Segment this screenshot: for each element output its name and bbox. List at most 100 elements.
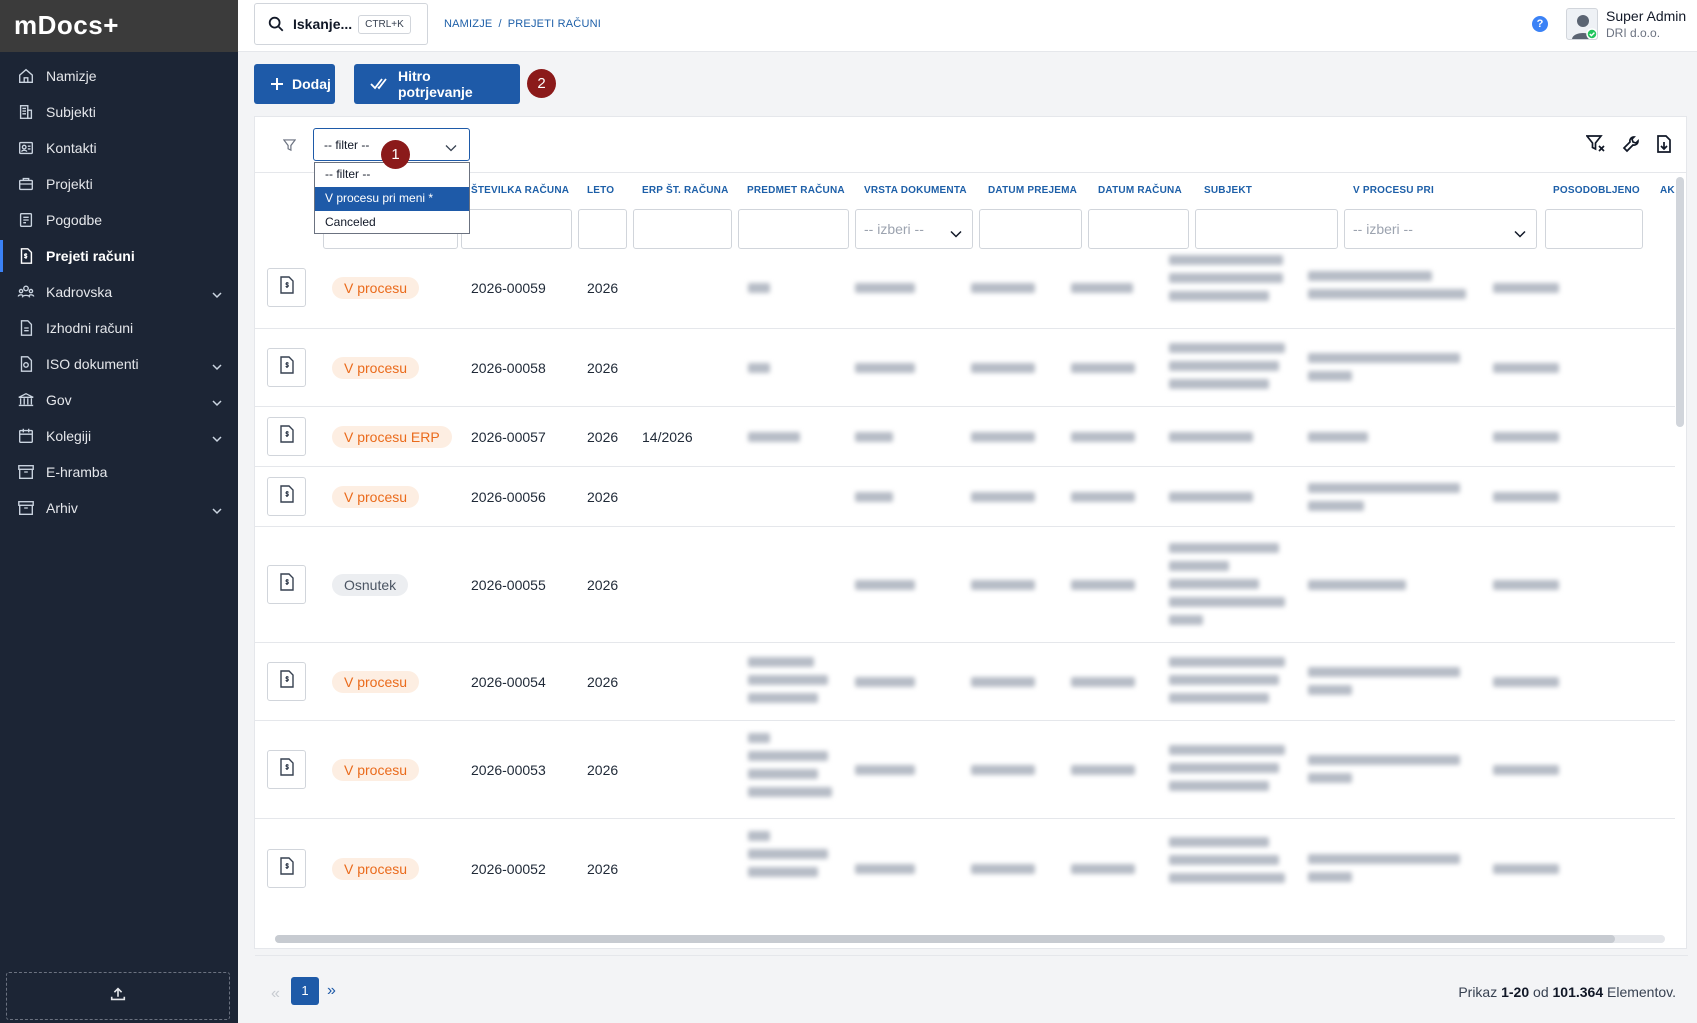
- sidebar-item-prejeti-racuni[interactable]: Prejeti računi: [0, 238, 238, 274]
- clear-filter-icon[interactable]: [1585, 135, 1606, 158]
- search-label: Iskanje...: [293, 16, 353, 32]
- table-row[interactable]: Osnutek 2026-00055 2026: [255, 527, 1675, 643]
- sidebar-item-kadrovska[interactable]: Kadrovska: [0, 274, 238, 310]
- archive-icon: [16, 462, 36, 482]
- column-header-updated[interactable]: POSODOBLJENO: [1553, 185, 1640, 196]
- column-header-partner[interactable]: SUBJEKT: [1204, 185, 1253, 196]
- invoice-document-icon: [279, 485, 295, 508]
- open-invoice-button[interactable]: [267, 565, 306, 604]
- erp-filter-input[interactable]: [633, 209, 732, 249]
- page-button-current[interactable]: 1: [291, 977, 319, 1005]
- redacted-text: [748, 733, 770, 743]
- sidebar-item-subjekti[interactable]: Subjekti: [0, 94, 238, 130]
- received-date-filter-input[interactable]: [979, 209, 1082, 249]
- column-header-subject[interactable]: PREDMET RAČUNA: [747, 185, 845, 196]
- upload-dropzone[interactable]: [6, 972, 230, 1020]
- previous-page-icon[interactable]: «: [271, 985, 280, 1002]
- filter-option-none[interactable]: -- filter --: [325, 167, 371, 181]
- breadcrumb-prejeti-racuni[interactable]: PREJETI RAČUNI: [507, 18, 601, 30]
- sidebar-item-pogodbe[interactable]: Pogodbe: [0, 202, 238, 238]
- erp-number: 14/2026: [642, 429, 693, 445]
- column-header-received-date[interactable]: DATUM PREJEMA: [988, 185, 1078, 196]
- open-invoice-button[interactable]: [267, 849, 306, 888]
- vertical-scrollbar[interactable]: [1676, 177, 1684, 427]
- table-row[interactable]: V procesu 2026-00052 2026: [255, 819, 1675, 927]
- sidebar-item-izhodni-racuni[interactable]: Izhodni računi: [0, 310, 238, 346]
- sidebar-item-namizje[interactable]: Namizje: [0, 58, 238, 94]
- sidebar-item-label: Kadrovska: [46, 284, 113, 300]
- column-header-invoice-date[interactable]: DATUM RAČUNA: [1098, 185, 1182, 196]
- sidebar-item-gov[interactable]: Gov: [0, 382, 238, 418]
- partner-filter-input[interactable]: [1195, 209, 1338, 249]
- status-badge: V procesu: [332, 759, 420, 781]
- export-document-icon[interactable]: [1656, 135, 1672, 158]
- breadcrumb-namizje[interactable]: NAMIZJE: [444, 18, 493, 30]
- quick-approve-label: Hitro potrjevanje: [398, 68, 473, 100]
- add-button[interactable]: Dodaj: [254, 64, 335, 104]
- column-header-number[interactable]: ŠTEVILKA RAČUNA: [471, 185, 570, 196]
- redacted-text: [1169, 855, 1279, 865]
- redacted-text: [855, 677, 915, 687]
- wrench-icon[interactable]: [1622, 135, 1640, 158]
- horizontal-scrollbar-thumb[interactable]: [275, 935, 1615, 943]
- sidebar-item-iso-dokumenti[interactable]: ISO dokumenti: [0, 346, 238, 382]
- table-row[interactable]: V procesu 2026-00056 2026: [255, 467, 1675, 527]
- number-filter-input[interactable]: [461, 209, 572, 249]
- column-header-overflow[interactable]: AK: [1660, 185, 1675, 196]
- app-logo[interactable]: mDocs+: [0, 0, 238, 52]
- redacted-text: [748, 675, 828, 685]
- home-icon: [16, 66, 36, 86]
- redacted-text: [971, 432, 1035, 442]
- avatar[interactable]: [1566, 8, 1598, 40]
- column-header-document-type[interactable]: VRSTA DOKUMENTA: [864, 185, 967, 196]
- user-name[interactable]: Super Admin: [1606, 8, 1687, 24]
- sidebar-item-projekti[interactable]: Projekti: [0, 166, 238, 202]
- redacted-text: [1493, 432, 1559, 442]
- sidebar-item-e-hramba[interactable]: E-hramba: [0, 454, 238, 490]
- invoice-date-filter-input[interactable]: [1088, 209, 1189, 249]
- filter-row: -- filter --: [255, 117, 1686, 173]
- redacted-text: [971, 283, 1035, 293]
- open-invoice-button[interactable]: [267, 750, 306, 789]
- year-filter-input[interactable]: [578, 209, 627, 249]
- updated-filter-input[interactable]: [1545, 209, 1643, 249]
- sidebar-item-label: Izhodni računi: [46, 320, 134, 336]
- help-icon[interactable]: ?: [1532, 16, 1548, 32]
- table-row[interactable]: V procesu 2026-00054 2026: [255, 643, 1675, 721]
- redacted-text: [1493, 765, 1559, 775]
- horizontal-scrollbar[interactable]: [275, 935, 1665, 943]
- search-button[interactable]: Iskanje... CTRL+K: [254, 3, 428, 45]
- document-type-filter-select[interactable]: -- izberi --: [855, 209, 973, 249]
- in-process-filter-select[interactable]: -- izberi --: [1344, 209, 1537, 249]
- invoice-year: 2026: [587, 280, 619, 296]
- double-check-icon: [370, 77, 398, 91]
- open-invoice-button[interactable]: [267, 477, 306, 516]
- table-row[interactable]: V procesu 2026-00058 2026: [255, 329, 1675, 407]
- redacted-text: [1308, 271, 1432, 281]
- invoice-number: 2026-00059: [471, 280, 546, 296]
- chevron-down-icon: [212, 502, 222, 518]
- table-row[interactable]: V procesu ERP 2026-00057 2026 14/2026: [255, 407, 1675, 467]
- open-invoice-button[interactable]: [267, 417, 306, 456]
- redacted-text: [1071, 432, 1135, 442]
- redacted-text: [1071, 363, 1135, 373]
- invoice-number: 2026-00052: [471, 861, 546, 877]
- column-header-year[interactable]: LETO: [587, 185, 615, 196]
- column-header-erp-number[interactable]: ERP ŠT. RAČUNA: [642, 185, 729, 196]
- filter-option-canceled[interactable]: Canceled: [325, 215, 376, 229]
- redacted-text: [1169, 873, 1285, 883]
- sidebar-item-arhiv[interactable]: Arhiv: [0, 490, 238, 526]
- sidebar-item-kontakti[interactable]: Kontakti: [0, 130, 238, 166]
- filter-option-in-process-by-me[interactable]: V procesu pri meni *: [315, 187, 469, 211]
- sidebar-item-kolegiji[interactable]: Kolegiji: [0, 418, 238, 454]
- open-invoice-button[interactable]: [267, 268, 306, 307]
- open-invoice-button[interactable]: [267, 348, 306, 387]
- table-row[interactable]: V procesu 2026-00059 2026: [255, 247, 1675, 329]
- next-page-icon[interactable]: »: [327, 982, 336, 999]
- table-row[interactable]: V procesu 2026-00053 2026: [255, 721, 1675, 819]
- invoice-number: 2026-00056: [471, 489, 546, 505]
- quick-approve-button[interactable]: Hitro potrjevanje: [354, 64, 520, 104]
- open-invoice-button[interactable]: [267, 662, 306, 701]
- subject-filter-input[interactable]: [738, 209, 849, 249]
- column-header-in-process-with[interactable]: V PROCESU PRI: [1353, 185, 1434, 196]
